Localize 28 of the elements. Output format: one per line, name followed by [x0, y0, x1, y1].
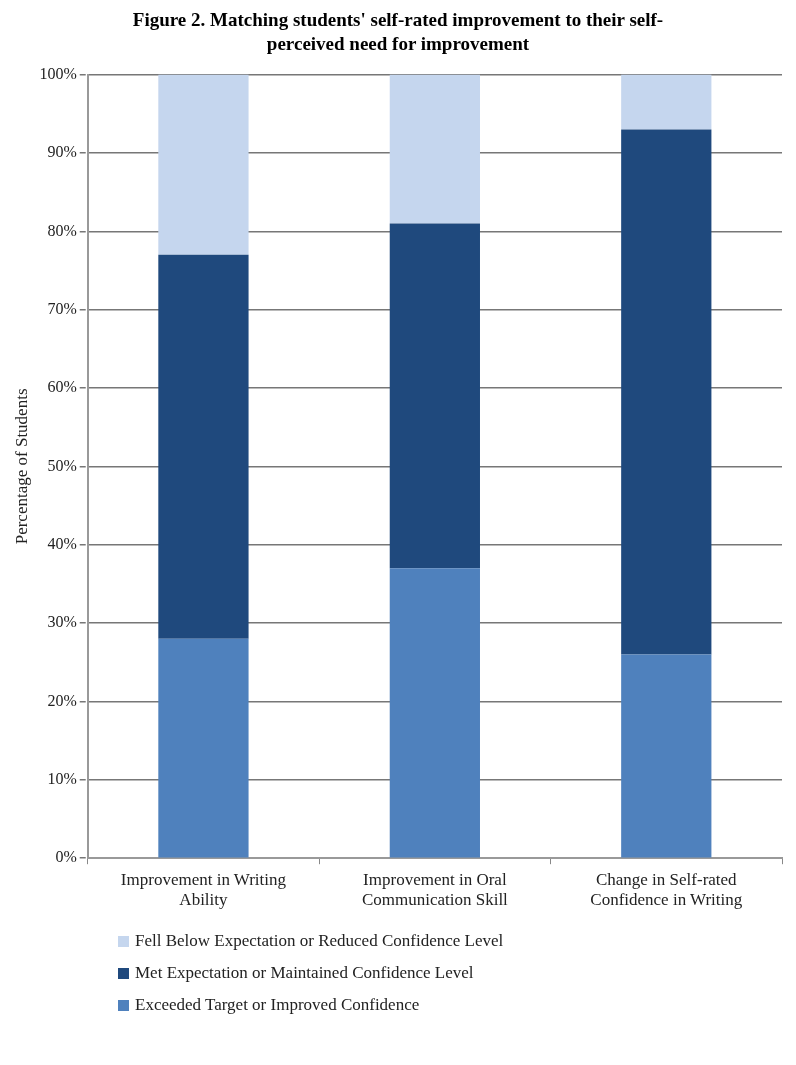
y-tick-label: 30%	[47, 613, 77, 631]
y-tick-label: 10%	[47, 770, 77, 788]
legend-label: Met Expectation or Maintained Confidence Level	[135, 963, 474, 983]
y-tick-label: 100%	[39, 64, 77, 82]
bar	[389, 223, 480, 569]
y-axis-title: Percentage of Students	[11, 388, 31, 545]
y-tick-label: 40%	[47, 534, 77, 552]
y-tick-label: 50%	[47, 456, 77, 474]
y-tick-label: 60%	[47, 378, 77, 396]
bar	[158, 638, 249, 858]
chart-title: Figure 2. Matching students' self-rated improvement to their self-perceived need for improvement	[131, 8, 665, 56]
bar	[158, 254, 249, 639]
x-tick-label: Improvement in Writing Ability	[120, 869, 287, 910]
bar	[158, 74, 249, 255]
bar	[621, 129, 712, 655]
bar	[389, 74, 480, 224]
y-tick-label: 20%	[47, 691, 77, 709]
legend-label: Fell Below Expectation or Reduced Confidence Level	[135, 931, 504, 951]
legend-label: Exceeded Target or Improved Confidence	[135, 995, 420, 1015]
bar	[621, 654, 712, 858]
bar	[389, 568, 480, 858]
y-tick-label: 0%	[55, 848, 77, 866]
x-tick-label: Improvement in Oral Communication Skill	[361, 869, 509, 910]
y-tick-label: 90%	[47, 143, 77, 161]
y-tick-label: 70%	[47, 299, 77, 317]
x-tick-label: Change in Self-rated Confidence in Writing	[590, 869, 743, 910]
bar	[621, 74, 712, 130]
y-tick-label: 80%	[47, 221, 77, 239]
